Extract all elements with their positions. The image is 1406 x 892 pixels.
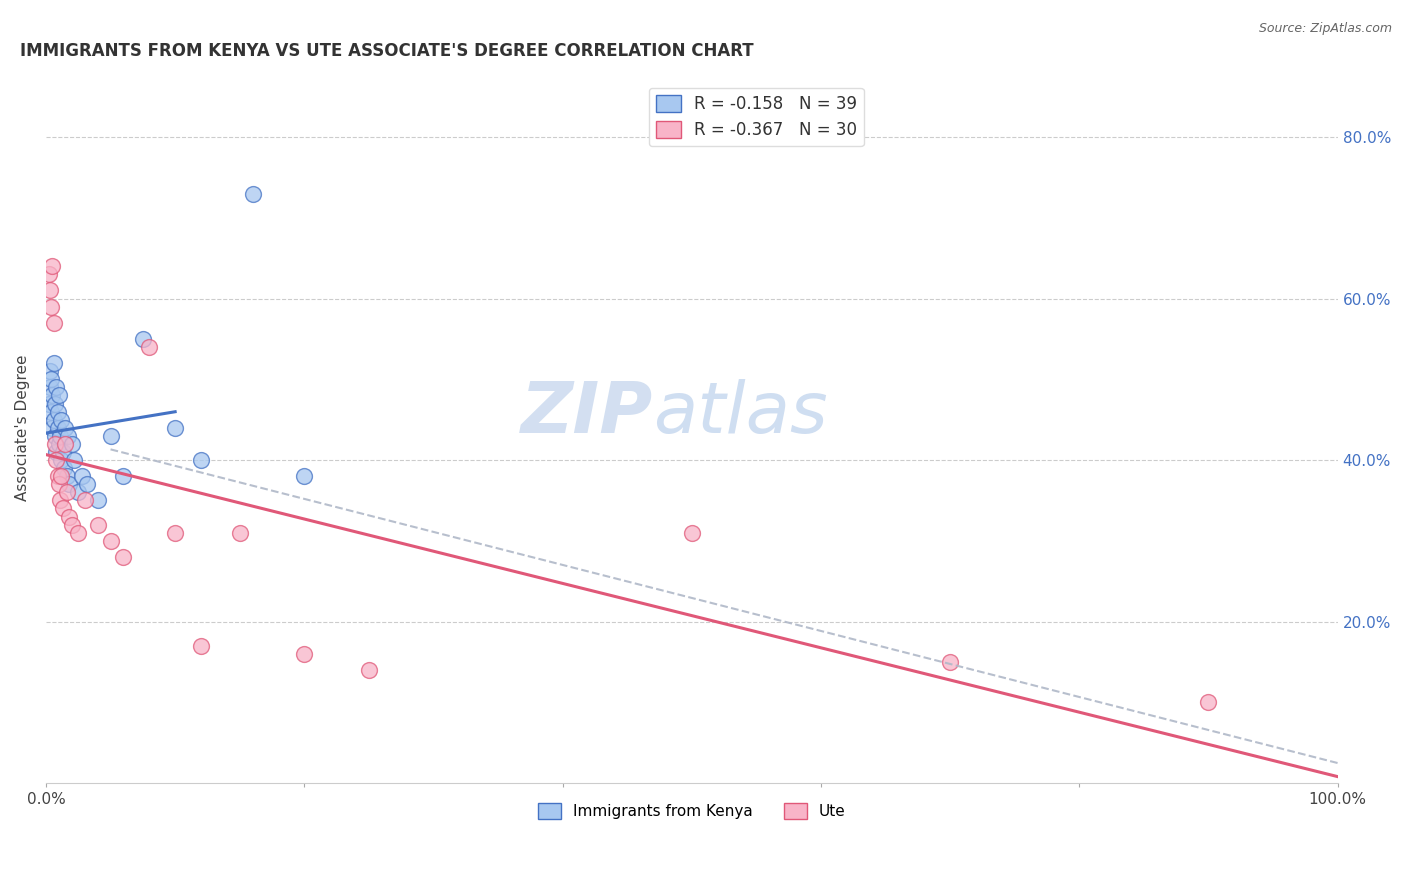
Point [112, 469, 135, 483]
Point [38, 380, 60, 394]
Point [42, 412, 65, 426]
Point [63, 453, 86, 467]
Point [45, 380, 67, 394]
Text: Source: ZipAtlas.com: Source: ZipAtlas.com [1258, 22, 1392, 36]
Point [38, 284, 60, 298]
Point [190, 453, 212, 467]
Point [44, 396, 66, 410]
Point [38, 268, 60, 282]
Point [86, 493, 108, 508]
Point [53, 461, 76, 475]
Point [42, 316, 65, 330]
Point [132, 332, 155, 346]
Point [58, 509, 80, 524]
Point [56, 429, 79, 443]
Point [58, 477, 80, 491]
Point [67, 525, 90, 540]
Point [100, 429, 122, 443]
Point [41, 421, 63, 435]
Point [165, 421, 187, 435]
Point [190, 639, 212, 653]
Point [228, 525, 250, 540]
Point [939, 655, 962, 669]
Point [48, 388, 70, 402]
Point [41, 388, 63, 402]
Point [55, 485, 77, 500]
Point [55, 469, 77, 483]
Point [112, 549, 135, 564]
Point [38, 396, 60, 410]
Point [45, 453, 67, 467]
Point [86, 517, 108, 532]
Point [1198, 695, 1220, 709]
Point [42, 356, 65, 370]
Point [39, 300, 62, 314]
Point [51, 469, 73, 483]
Point [45, 445, 67, 459]
Legend: Immigrants from Kenya, Ute: Immigrants from Kenya, Ute [531, 797, 852, 825]
Point [100, 533, 122, 548]
Point [46, 469, 69, 483]
Point [357, 663, 380, 677]
Point [49, 493, 72, 508]
Point [242, 186, 264, 201]
Y-axis label: Associate's Degree: Associate's Degree [15, 354, 30, 501]
Point [38, 364, 60, 378]
Text: IMMIGRANTS FROM KENYA VS UTE ASSOCIATE'S DEGREE CORRELATION CHART: IMMIGRANTS FROM KENYA VS UTE ASSOCIATE'S… [20, 42, 754, 60]
Point [70, 469, 93, 483]
Point [67, 485, 90, 500]
Point [41, 259, 63, 273]
Text: atlas: atlas [652, 379, 828, 448]
Point [46, 404, 69, 418]
Point [138, 340, 160, 354]
Point [39, 372, 62, 386]
Text: ZIP: ZIP [520, 379, 652, 448]
Point [44, 437, 66, 451]
Point [60, 437, 83, 451]
Point [39, 404, 62, 418]
Point [49, 429, 72, 443]
Point [60, 517, 83, 532]
Point [681, 525, 703, 540]
Point [52, 501, 75, 516]
Point [76, 477, 98, 491]
Point [48, 477, 70, 491]
Point [46, 421, 69, 435]
Point [48, 437, 70, 451]
Point [44, 429, 66, 443]
Point [165, 525, 187, 540]
Point [53, 437, 76, 451]
Point [292, 647, 315, 661]
Point [52, 445, 75, 459]
Point [51, 412, 73, 426]
Point [53, 421, 76, 435]
Point [51, 453, 73, 467]
Point [292, 469, 315, 483]
Point [73, 493, 96, 508]
